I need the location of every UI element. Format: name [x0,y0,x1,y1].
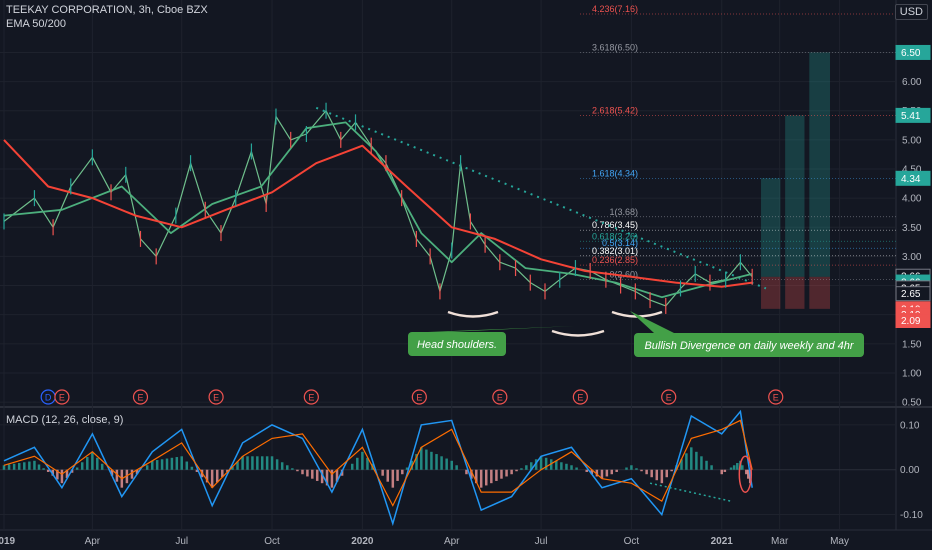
price-tick-label: 6.00 [902,77,922,88]
earnings-marker-label: E [213,393,219,403]
time-tick-label: Mar [771,536,789,547]
time-tick-label: Oct [624,536,640,547]
bullish-divergence-box [634,333,864,357]
price-badge-label: 5.41 [901,111,921,122]
earnings-marker-label: E [137,393,143,403]
earnings-marker-label: E [308,393,314,403]
price-tick-label: 3.00 [902,252,922,263]
price-tick-label: 1.50 [902,339,922,350]
currency-label[interactable]: USD [894,4,928,20]
earnings-marker-label: E [577,393,583,403]
earnings-marker [572,389,588,405]
macd-tick-label: 0.10 [900,420,920,431]
earnings-marker [492,389,508,405]
bullish-divergence-pointer [630,311,674,333]
macd-line [3,409,753,527]
profit-zone-bar [761,178,781,277]
macd-tick-label: 0.00 [900,465,920,476]
head-shoulders-pointer [428,326,575,332]
price-badge-label: 2.09 [901,316,921,327]
fib-level-label: 0.618(3.26) [592,231,638,241]
price-tick-label: 4.00 [902,194,922,205]
price-badge [895,44,931,60]
fib-level-label: 0.5(3.14) [602,238,638,248]
earnings-marker [54,389,70,405]
earnings-marker [208,389,224,405]
fib-level-label: 0.786(3.45) [592,220,638,230]
earnings-marker-label: E [416,393,422,403]
series-ema-50 [3,121,753,299]
earnings-marker-label: E [666,393,672,403]
price-badge-label: 4.34 [901,174,921,185]
earnings-marker-label: E [497,393,503,403]
pattern-arc [551,329,605,337]
earnings-marker [768,389,784,405]
price-tick-label: 4.50 [902,164,922,175]
price-badge [895,107,931,123]
price-badge [895,286,931,302]
earnings-marker [132,389,149,405]
price-tick-label: 0.50 [902,398,922,409]
time-tick-label: Oct [264,536,280,547]
time-tick-label: 2019 [0,536,16,547]
fib-level-label: 1(3.68) [609,207,638,217]
macd-highlight-ellipse [738,455,753,493]
price-badge [895,313,931,329]
symbol-title[interactable]: TEEKAY CORPORATION, 3h, Cboe BZX [6,4,208,16]
macd-tick-label: -0.10 [900,510,923,521]
fib-level-label: 2.618(5.42) [592,105,638,115]
signal-line [3,419,753,507]
fib-level-label: 0.236(2.85) [592,255,638,265]
fib-level-label: 4.236(7.16) [592,4,638,14]
earnings-marker-label: E [773,393,779,403]
bullish-divergence-text: Bullish Divergence on daily weekly and 4… [644,340,854,352]
fib-level-label: 3.618(6.50) [592,42,638,52]
dividend-marker-label: D [45,393,52,403]
ema-indicator-label[interactable]: EMA 50/200 [6,18,66,30]
profit-zone-bar [809,52,830,277]
price-badge-label: 2.65 [901,289,921,300]
head-shoulders-box [408,332,506,356]
time-tick-label: Apr [444,536,460,547]
earnings-marker [411,389,427,405]
price-badge [895,170,931,186]
series-price [3,110,753,307]
price-tick-label: 3.50 [902,223,922,234]
stop-zone-bar [809,276,830,309]
pattern-arc [447,310,499,318]
earnings-marker [303,389,319,405]
macd-divergence-line [649,482,731,502]
fib-level-label: 1.618(4.34) [592,168,638,178]
earnings-marker-label: E [59,393,65,403]
macd-indicator-label[interactable]: MACD (12, 26, close, 9) [6,414,124,426]
time-tick-label: Apr [85,536,101,547]
time-tick-label: 2021 [711,536,734,547]
price-tick-label: 5.00 [902,135,922,146]
earnings-marker [661,389,677,405]
stop-zone-bar [785,276,805,309]
fib-level-label: 0.382(3.01) [592,246,638,256]
fib-level-label: 0(2.60) [609,270,638,280]
time-tick-label: Jul [175,536,188,547]
profit-zone-bar [785,115,805,277]
time-tick-label: May [830,536,849,547]
price-badge-label: 6.50 [901,48,921,59]
time-tick-label: Jul [535,536,548,547]
price-tick-label: 1.00 [902,368,922,379]
series-ema-200 [3,139,753,288]
head-shoulders-text: Head shoulders. [417,339,497,351]
stop-zone-bar [761,276,781,309]
time-tick-label: 2020 [351,536,374,547]
